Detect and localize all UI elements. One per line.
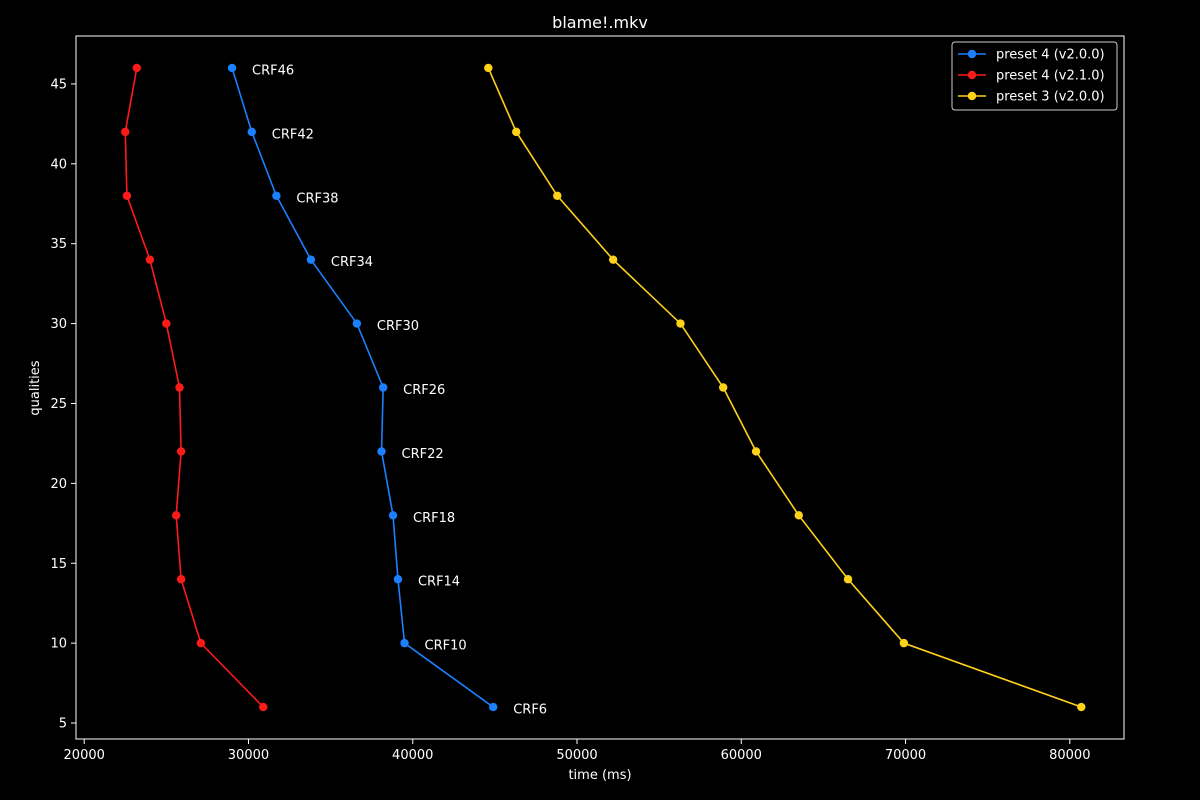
- legend-item: preset 3 (v2.0.0): [958, 90, 1105, 105]
- series-3: [484, 63, 1086, 712]
- data-point: [306, 255, 316, 264]
- y-tick-label: 30: [50, 317, 67, 332]
- data-point: [512, 127, 521, 137]
- data-point: [162, 319, 171, 328]
- data-point: [388, 511, 398, 520]
- data-point: [122, 191, 132, 200]
- data-point: [247, 127, 256, 137]
- data-point: [176, 575, 186, 584]
- data-point: [196, 638, 206, 648]
- x-axis-label: time (ms): [568, 768, 631, 783]
- plot-frame: [75, 35, 1125, 740]
- data-point: [899, 638, 909, 648]
- data-point: [489, 702, 498, 712]
- data-point: [377, 447, 386, 456]
- annotation-label: CRF34: [331, 255, 373, 270]
- legend-marker: [967, 49, 977, 59]
- legend-marker: [967, 91, 977, 101]
- chart-title: blame!.mkv: [552, 13, 648, 32]
- annotation-label: CRF6: [513, 703, 547, 718]
- y-tick-label: 5: [59, 717, 67, 732]
- x-tick-label: 80000: [1049, 748, 1090, 763]
- data-point: [172, 511, 181, 520]
- y-tick-label: 35: [50, 237, 67, 252]
- y-tick-label: 20: [50, 477, 67, 492]
- annotation-label: CRF18: [413, 511, 455, 526]
- data-point: [378, 383, 388, 392]
- data-point: [794, 511, 803, 520]
- annotation-label: CRF22: [402, 447, 444, 462]
- x-tick-label: 50000: [556, 748, 597, 763]
- legend-frame: [951, 41, 1118, 111]
- data-point: [553, 191, 562, 200]
- annotation-label: CRF30: [377, 319, 419, 334]
- legend-label: preset 4 (v2.0.0): [996, 48, 1105, 63]
- data-point: [272, 191, 281, 200]
- data-point: [259, 702, 268, 712]
- legend-item: preset 4 (v2.0.0): [958, 48, 1105, 63]
- legend-item: preset 4 (v2.1.0): [958, 69, 1105, 84]
- x-tick-label: 70000: [885, 748, 926, 763]
- legend: preset 4 (v2.0.0) preset 4 (v2.1.0) preset…: [951, 41, 1118, 111]
- data-point: [132, 63, 141, 73]
- data-point: [393, 575, 403, 584]
- y-tick-label: 40: [50, 157, 67, 172]
- data-point: [843, 575, 853, 584]
- data-point: [1077, 702, 1086, 712]
- series-1: [227, 63, 498, 712]
- data-point: [352, 319, 362, 328]
- x-tick-label: 20000: [64, 748, 105, 763]
- data-point: [121, 127, 130, 137]
- series-2: [121, 63, 268, 712]
- legend-marker: [967, 70, 977, 80]
- y-tick-label: 25: [50, 397, 67, 412]
- y-axis-label: qualities: [28, 360, 43, 415]
- legend-label: preset 3 (v2.0.0): [996, 90, 1105, 105]
- data-point: [175, 383, 184, 392]
- data-point: [176, 447, 186, 456]
- x-tick-label: 60000: [721, 748, 762, 763]
- data-point: [145, 255, 155, 264]
- y-tick-label: 15: [50, 557, 67, 572]
- annotation-label: CRF42: [272, 127, 314, 142]
- y-tick-label: 45: [50, 77, 67, 92]
- annotation-label: CRF14: [418, 575, 460, 590]
- data-point: [718, 383, 728, 392]
- data-point: [484, 63, 493, 73]
- x-tick-label: 30000: [228, 748, 269, 763]
- data-point: [608, 255, 618, 264]
- annotation-label: CRF38: [296, 191, 338, 206]
- annotation-label: CRF46: [252, 63, 294, 78]
- y-tick-label: 10: [50, 637, 67, 652]
- legend-label: preset 4 (v2.1.0): [996, 69, 1105, 84]
- data-point: [751, 447, 761, 456]
- annotation-label: CRF10: [425, 639, 467, 654]
- data-point: [227, 63, 237, 73]
- x-tick-label: 40000: [392, 748, 433, 763]
- data-point: [400, 638, 409, 648]
- data-point: [676, 319, 685, 328]
- annotation-label: CRF26: [403, 383, 445, 398]
